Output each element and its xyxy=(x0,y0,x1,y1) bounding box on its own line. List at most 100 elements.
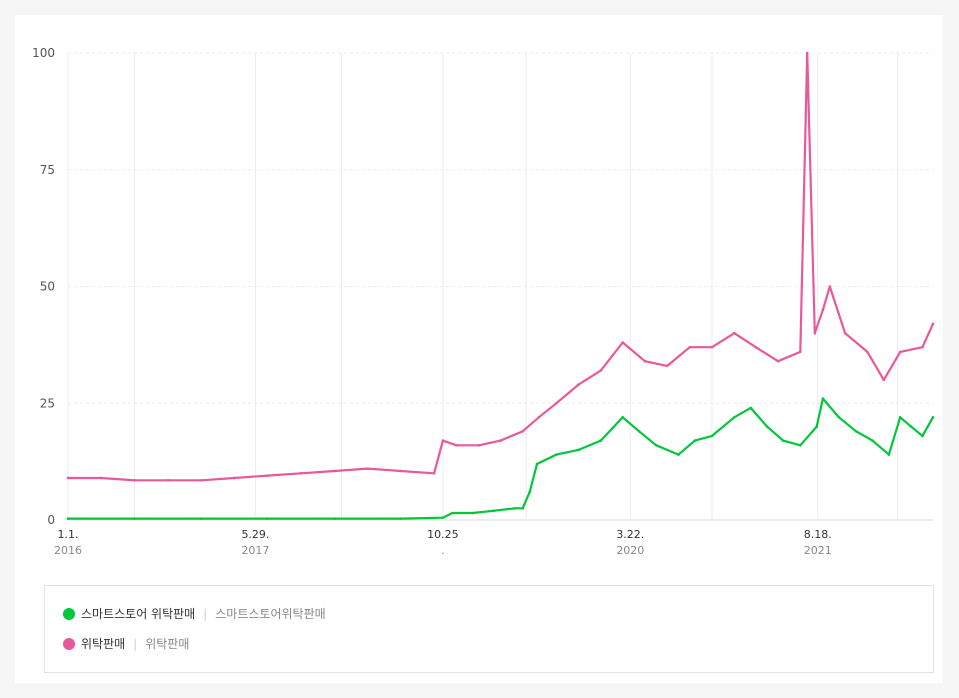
legend-box: 스마트스토어 위탁판매 | 스마트스토어위탁판매 위탁판매 | 위탁판매 xyxy=(44,585,934,673)
legend-label: 위탁판매 xyxy=(81,637,126,651)
series-line-1 xyxy=(68,51,935,482)
data-point xyxy=(931,322,935,326)
data-point xyxy=(599,439,603,442)
x-axis: 1.1. 2016 5.29. 2017 10.25. 3.22. 2020 8.18. 202… xyxy=(54,528,832,557)
data-point xyxy=(866,350,869,354)
x-tick-label: 1.1. xyxy=(58,528,79,541)
data-point xyxy=(732,415,736,419)
grid-layer xyxy=(67,52,933,521)
data-point xyxy=(781,439,785,442)
data-point xyxy=(871,439,874,442)
data-point xyxy=(366,467,369,470)
series-line-0 xyxy=(68,397,934,520)
legend-dot-green-icon xyxy=(63,608,75,620)
y-tick-label: 50 xyxy=(40,280,55,294)
data-point xyxy=(843,331,847,335)
data-point xyxy=(882,378,886,382)
legend-keyword: 위탁판매 xyxy=(145,637,190,651)
x-tick-sublabel: . xyxy=(441,544,445,557)
legend-dot-pink-icon xyxy=(63,638,75,650)
x-tick-sublabel: 2016 xyxy=(54,544,82,557)
data-point xyxy=(898,350,902,354)
data-point xyxy=(665,364,669,368)
data-point xyxy=(815,425,818,428)
data-point xyxy=(133,517,136,520)
data-point xyxy=(471,511,475,515)
x-tick-label: 3.22. xyxy=(616,528,644,541)
y-tick-label: 75 xyxy=(40,163,55,177)
data-point xyxy=(677,453,680,456)
data-point xyxy=(99,476,103,480)
data-point xyxy=(821,397,825,400)
data-point xyxy=(688,345,692,349)
chart-card: 0 25 50 75 100 1.1. 2016 5.29. 2017 10.25. 3.22. 2… xyxy=(15,15,943,683)
legend-item-consignment[interactable]: 위탁판매 | 위탁판매 xyxy=(63,634,189,654)
data-point xyxy=(528,490,531,494)
legend-keyword: 스마트스토어위탁판매 xyxy=(215,607,326,621)
data-point xyxy=(798,350,802,354)
data-point xyxy=(813,331,817,335)
x-tick-sublabel: 2020 xyxy=(616,544,644,557)
x-tick-sublabel: 2017 xyxy=(241,544,269,557)
data-point xyxy=(200,517,203,520)
data-point xyxy=(909,425,913,428)
data-point xyxy=(732,331,736,335)
legend-item-smartstore[interactable]: 스마트스토어 위탁판매 | 스마트스토어위탁판매 xyxy=(63,604,326,624)
data-point xyxy=(798,443,802,447)
data-point xyxy=(554,401,558,405)
data-point xyxy=(232,476,236,480)
data-point xyxy=(513,507,517,510)
data-point xyxy=(710,434,714,438)
data-point xyxy=(828,285,832,288)
x-tick-label: 10.25 xyxy=(427,528,459,541)
data-point xyxy=(441,439,445,442)
data-point xyxy=(477,443,481,447)
data-point xyxy=(266,517,269,520)
data-point xyxy=(621,415,624,419)
x-tick-label: 5.29. xyxy=(241,528,269,541)
data-point xyxy=(521,429,525,433)
data-point xyxy=(599,369,603,372)
data-point xyxy=(333,469,336,473)
data-point xyxy=(133,479,136,482)
data-point xyxy=(765,425,769,428)
data-point xyxy=(451,511,454,515)
data-point xyxy=(554,453,558,456)
data-point xyxy=(931,415,935,419)
data-point xyxy=(441,516,445,519)
series-layer xyxy=(66,51,935,520)
data-point xyxy=(535,462,539,466)
data-point xyxy=(266,474,269,477)
y-tick-label: 0 xyxy=(47,513,55,527)
data-point xyxy=(643,359,647,363)
data-point xyxy=(898,415,902,419)
data-point xyxy=(776,359,780,363)
x-tick-label: 8.18. xyxy=(804,528,832,541)
data-point xyxy=(710,345,714,349)
data-point xyxy=(200,479,203,482)
data-point xyxy=(455,443,458,447)
data-point xyxy=(577,383,580,386)
y-axis: 0 25 50 75 100 xyxy=(32,46,55,527)
data-point xyxy=(493,509,496,512)
data-point xyxy=(577,448,580,452)
data-point xyxy=(654,443,658,447)
data-point xyxy=(921,345,924,349)
data-point xyxy=(66,476,70,480)
legend-label: 스마트스토어 위탁판매 xyxy=(81,607,196,621)
y-tick-label: 25 xyxy=(40,396,55,410)
data-point xyxy=(637,429,641,433)
x-tick-sublabel: 2021 xyxy=(804,544,832,557)
data-point xyxy=(749,406,752,410)
data-point xyxy=(887,453,891,456)
data-point xyxy=(299,472,303,475)
data-point xyxy=(921,434,924,438)
data-point xyxy=(693,439,697,442)
data-point xyxy=(499,439,502,442)
data-point xyxy=(621,341,624,344)
data-point xyxy=(432,472,436,475)
data-point xyxy=(854,429,858,433)
trend-line-chart: 0 25 50 75 100 1.1. 2016 5.29. 2017 10.25. 3.22. 2… xyxy=(32,46,935,557)
data-point xyxy=(537,415,541,419)
y-tick-label: 100 xyxy=(32,46,55,60)
